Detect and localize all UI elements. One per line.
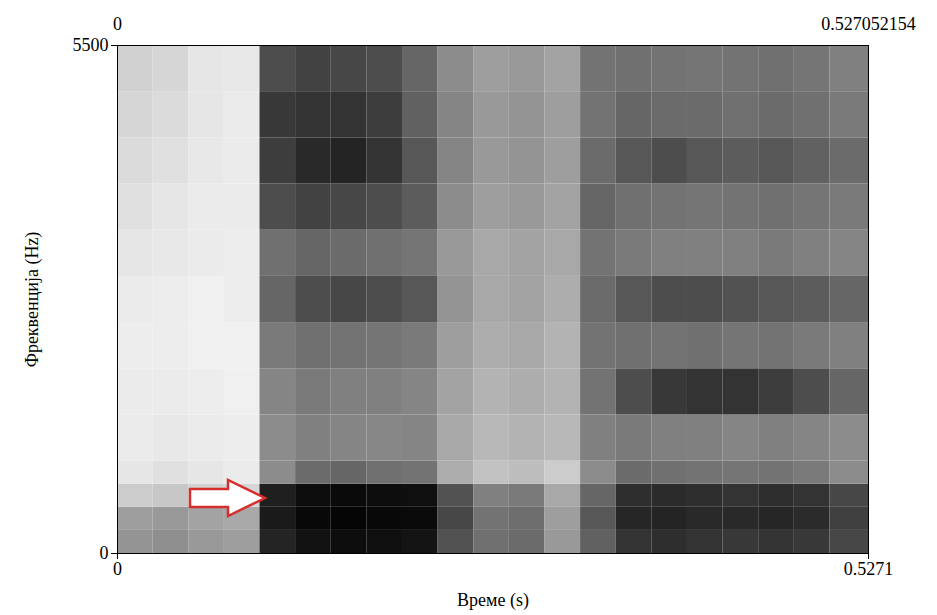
svg-text:0.5271: 0.5271 [844, 559, 894, 579]
svg-text:Фреквенција (Hz): Фреквенција (Hz) [22, 232, 43, 368]
svg-text:Време (s): Време (s) [457, 590, 529, 611]
svg-text:0: 0 [100, 543, 109, 563]
svg-text:5500: 5500 [73, 35, 109, 55]
svg-text:0: 0 [113, 14, 122, 34]
svg-text:0: 0 [113, 559, 122, 579]
svg-text:0.527052154: 0.527052154 [821, 14, 916, 34]
